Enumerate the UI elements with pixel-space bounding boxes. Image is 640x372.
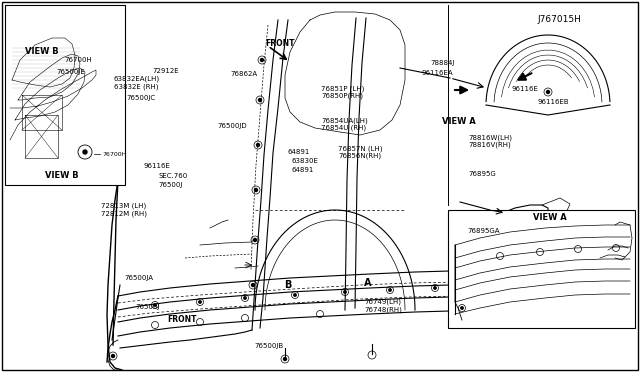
Text: 72813M (LH): 72813M (LH) xyxy=(101,202,147,209)
Circle shape xyxy=(259,99,262,102)
Text: VIEW B: VIEW B xyxy=(25,47,58,56)
Text: 76500J: 76500J xyxy=(136,304,160,310)
Text: 76700H: 76700H xyxy=(102,151,126,157)
Text: 72812M (RH): 72812M (RH) xyxy=(101,210,147,217)
Circle shape xyxy=(474,286,476,288)
Circle shape xyxy=(434,287,436,289)
Text: 76749(LH): 76749(LH) xyxy=(365,299,402,305)
Text: A: A xyxy=(364,279,371,288)
Text: 64891: 64891 xyxy=(288,149,310,155)
Text: 76850P(RH): 76850P(RH) xyxy=(321,93,364,99)
Circle shape xyxy=(260,58,264,61)
Text: 63832E (RH): 63832E (RH) xyxy=(114,83,159,90)
Text: 76500JE: 76500JE xyxy=(56,69,85,75)
Circle shape xyxy=(154,304,156,306)
Bar xyxy=(448,210,635,328)
Text: 72912E: 72912E xyxy=(152,68,179,74)
Circle shape xyxy=(257,144,259,147)
Text: 76854UA(LH): 76854UA(LH) xyxy=(321,117,368,124)
Circle shape xyxy=(294,294,296,296)
Circle shape xyxy=(83,150,87,154)
Text: 76851P (LH): 76851P (LH) xyxy=(321,85,365,92)
Text: 63830E: 63830E xyxy=(291,158,318,164)
Text: J767015H: J767015H xyxy=(538,15,582,24)
Text: VIEW A: VIEW A xyxy=(533,214,567,222)
Text: 78816V(RH): 78816V(RH) xyxy=(468,142,511,148)
Text: 76500JA: 76500JA xyxy=(125,275,154,281)
Text: 96116E: 96116E xyxy=(512,86,539,92)
Circle shape xyxy=(255,189,257,192)
Text: 96116EB: 96116EB xyxy=(538,99,569,105)
Text: 78816W(LH): 78816W(LH) xyxy=(468,134,513,141)
Text: 76895G: 76895G xyxy=(468,171,496,177)
Circle shape xyxy=(388,289,391,291)
Circle shape xyxy=(244,297,246,299)
Text: 78884J: 78884J xyxy=(430,60,454,66)
Text: 76895GA: 76895GA xyxy=(467,228,500,234)
Circle shape xyxy=(461,307,463,309)
Circle shape xyxy=(199,301,201,303)
Circle shape xyxy=(284,357,287,360)
Text: VIEW B: VIEW B xyxy=(45,171,79,180)
Circle shape xyxy=(344,291,346,293)
Text: 96116E: 96116E xyxy=(144,163,171,169)
Text: 76500J: 76500J xyxy=(159,182,183,187)
Text: 76500JB: 76500JB xyxy=(255,343,284,349)
Text: 76856N(RH): 76856N(RH) xyxy=(338,153,381,160)
Text: 63832EA(LH): 63832EA(LH) xyxy=(114,76,160,82)
Circle shape xyxy=(547,90,550,93)
Text: VIEW A: VIEW A xyxy=(442,117,476,126)
Circle shape xyxy=(253,238,257,241)
Text: 76700H: 76700H xyxy=(64,57,92,62)
Text: 76500JC: 76500JC xyxy=(127,95,156,101)
Text: SEC.760: SEC.760 xyxy=(159,173,188,179)
Text: B: B xyxy=(284,280,292,290)
Text: 76857N (LH): 76857N (LH) xyxy=(338,145,383,152)
Circle shape xyxy=(252,283,255,286)
Text: 96116EA: 96116EA xyxy=(421,70,452,76)
Circle shape xyxy=(111,355,115,357)
Text: FRONT: FRONT xyxy=(168,315,197,324)
Text: 76500JD: 76500JD xyxy=(218,123,247,129)
Text: 76862A: 76862A xyxy=(230,71,257,77)
Text: 76748(RH): 76748(RH) xyxy=(365,306,403,313)
Bar xyxy=(5,5,125,185)
Text: FRONT: FRONT xyxy=(265,39,294,48)
Text: 64891: 64891 xyxy=(291,167,314,173)
Text: 76854U (RH): 76854U (RH) xyxy=(321,125,367,131)
